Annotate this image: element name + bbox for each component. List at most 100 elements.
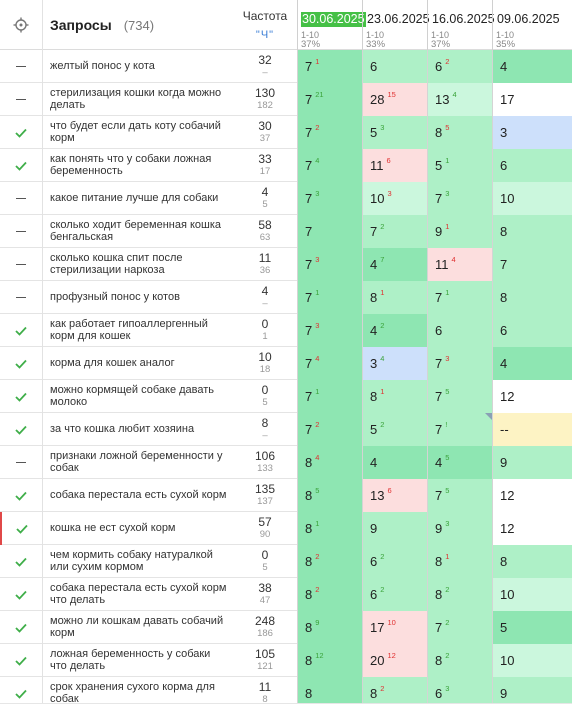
position-cell[interactable]: 7 21: [297, 83, 362, 116]
position-cell[interactable]: 6: [362, 50, 427, 83]
position-cell[interactable]: 7: [297, 215, 362, 248]
row-status[interactable]: [0, 248, 43, 281]
position-cell[interactable]: 6: [492, 149, 572, 182]
position-cell[interactable]: 17 10: [362, 611, 427, 644]
position-cell[interactable]: 4: [362, 446, 427, 479]
table-row[interactable]: кошка не ест сухой корм 57 90 8 1 9 9 3 12: [0, 512, 572, 545]
position-cell[interactable]: 10: [492, 644, 572, 677]
position-cell[interactable]: 10: [492, 578, 572, 611]
date-column-header[interactable]: 16.06.2025 1-10 37%: [427, 0, 495, 50]
table-row[interactable]: можно кормящей собаке давать молоко 0 5 7 1 8…: [0, 380, 572, 413]
position-cell[interactable]: 8: [492, 215, 572, 248]
table-row[interactable]: стерилизация кошки когда можно делать 130…: [0, 83, 572, 116]
date-column-header[interactable]: 23.06.2025 1-10 33%: [362, 0, 430, 50]
query-text[interactable]: срок хранения сухого корма для собак: [43, 677, 233, 710]
row-status[interactable]: [0, 578, 43, 611]
row-status[interactable]: [0, 281, 43, 314]
table-row[interactable]: сколько ходит беременная кошка бенгальск…: [0, 215, 572, 248]
position-cell[interactable]: 11 6: [362, 149, 427, 182]
position-cell[interactable]: 12: [492, 380, 572, 413]
position-cell[interactable]: 9: [492, 446, 572, 479]
table-row[interactable]: собака перестала есть сухой корм что дел…: [0, 578, 572, 611]
query-text[interactable]: сколько кошка спит после стерилизации на…: [43, 248, 233, 281]
position-cell[interactable]: 10 3: [362, 182, 427, 215]
position-cell[interactable]: 11 4: [427, 248, 492, 281]
row-status[interactable]: [0, 347, 43, 380]
position-cell[interactable]: 8: [492, 545, 572, 578]
query-text[interactable]: собака перестала есть сухой корм что дел…: [43, 578, 233, 611]
row-status[interactable]: [0, 611, 43, 644]
table-row[interactable]: срок хранения сухого корма для собак 11 8 8…: [0, 677, 572, 710]
position-cell[interactable]: 28 15: [362, 83, 427, 116]
table-row[interactable]: профузный понос у котов 4–7 1 8 1 7 1 8: [0, 281, 572, 314]
query-text[interactable]: за что кошка любит хозяина: [43, 413, 233, 446]
row-status[interactable]: [0, 512, 43, 545]
table-row[interactable]: что будет если дать коту собачий корм 30 3…: [0, 116, 572, 149]
position-cell[interactable]: 13 4: [427, 83, 492, 116]
position-cell[interactable]: --: [492, 413, 572, 446]
query-text[interactable]: собака перестала есть сухой корм: [43, 479, 233, 512]
table-row[interactable]: чем кормить собаку натуралкой или сухим …: [0, 545, 572, 578]
position-cell[interactable]: 6: [427, 314, 492, 347]
row-status[interactable]: [0, 545, 43, 578]
row-status[interactable]: [0, 314, 43, 347]
position-cell[interactable]: 10: [492, 182, 572, 215]
query-text[interactable]: какое питание лучше для собаки: [43, 182, 233, 215]
position-cell[interactable]: 8: [297, 677, 362, 710]
row-status[interactable]: [0, 83, 43, 116]
row-status[interactable]: [0, 182, 43, 215]
row-status[interactable]: [0, 380, 43, 413]
frequency-header[interactable]: Частота "Ч": [233, 0, 297, 50]
position-cell[interactable]: 9: [492, 677, 572, 710]
query-text[interactable]: как работает гипоаллергенный корм для ко…: [43, 314, 233, 347]
row-status[interactable]: [0, 446, 43, 479]
position-cell[interactable]: 12: [492, 512, 572, 545]
query-text[interactable]: признаки ложной беременности у собак: [43, 446, 233, 479]
row-status[interactable]: [0, 149, 43, 182]
position-cell[interactable]: 7!: [427, 413, 492, 446]
query-text[interactable]: корма для кошек аналог: [43, 347, 233, 380]
position-cell[interactable]: 8: [492, 281, 572, 314]
query-text[interactable]: кошка не ест сухой корм: [43, 512, 233, 545]
query-text[interactable]: чем кормить собаку натуралкой или сухим …: [43, 545, 233, 578]
position-cell[interactable]: 4: [492, 50, 572, 83]
row-status[interactable]: [0, 413, 43, 446]
table-row[interactable]: как понять что у собаки ложная беременно…: [0, 149, 572, 182]
table-row[interactable]: за что кошка любит хозяина 8–7 2 5 2 7! --: [0, 413, 572, 446]
table-row[interactable]: как работает гипоаллергенный корм для ко…: [0, 314, 572, 347]
date-column-header[interactable]: 09.06.2025 1-10 35%: [492, 0, 572, 50]
table-row[interactable]: ложная беременность у собаки что делать 1…: [0, 644, 572, 677]
row-status[interactable]: [0, 677, 43, 710]
query-text[interactable]: можно ли кошкам давать собачий корм: [43, 611, 233, 644]
table-row[interactable]: собака перестала есть сухой корм 135 137 8 5…: [0, 479, 572, 512]
